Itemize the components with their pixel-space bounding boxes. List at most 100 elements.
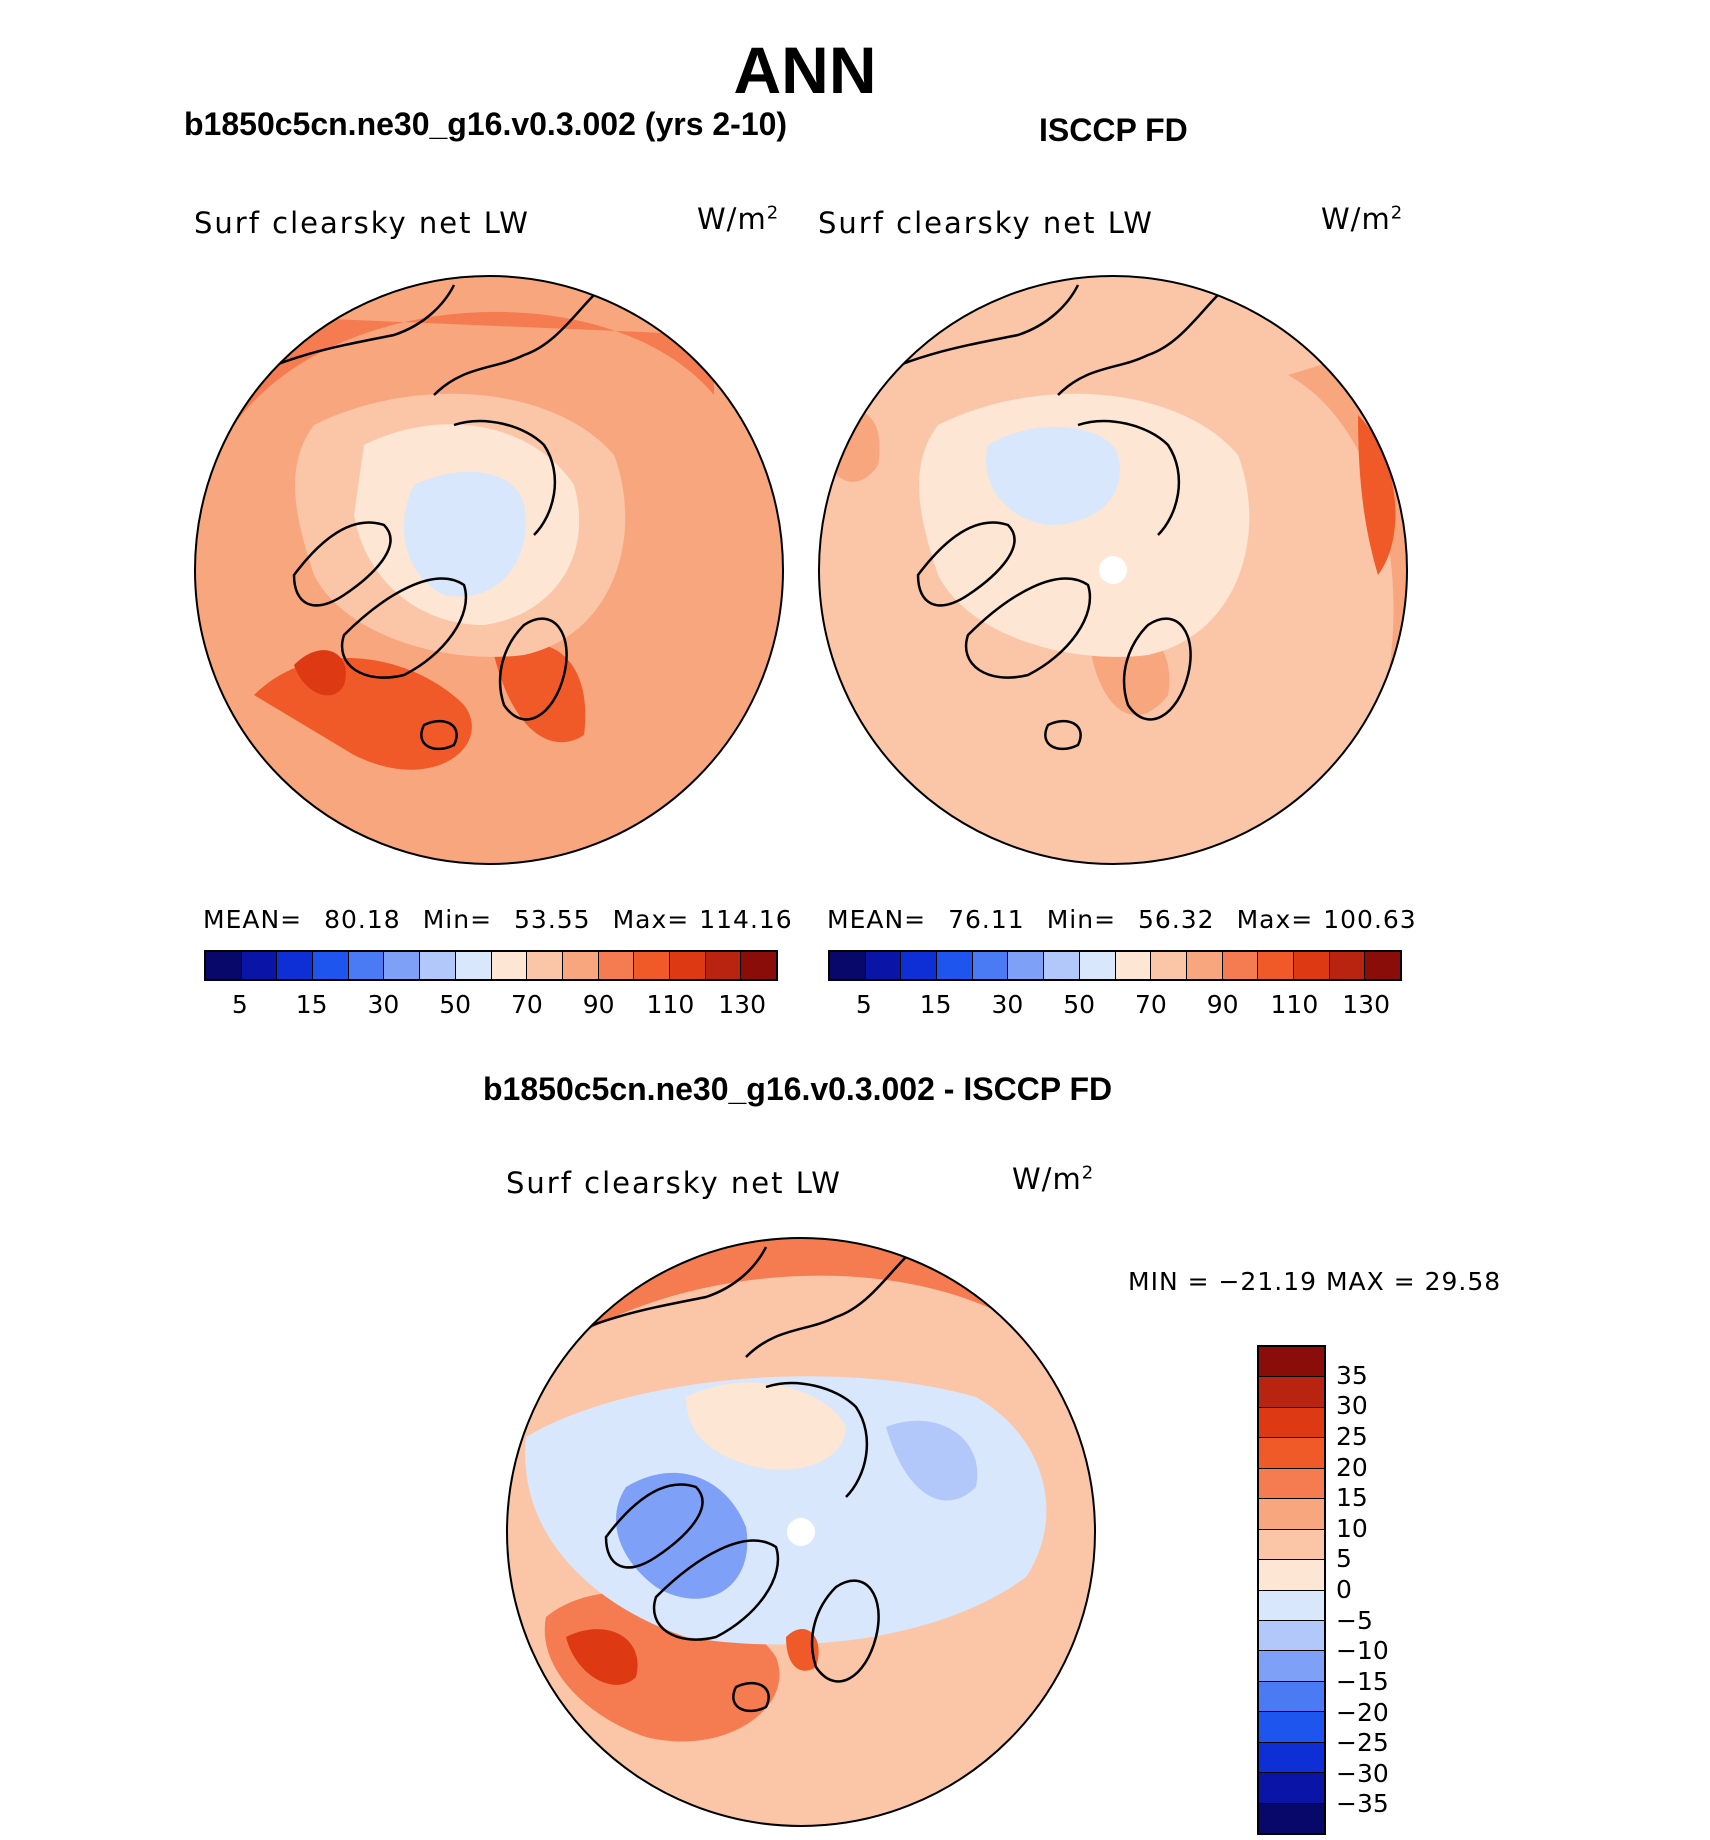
colorbar-tick-label: −20 xyxy=(1336,1697,1389,1727)
colorbar-swatch xyxy=(1259,1650,1324,1681)
colorbar-tick-label: −10 xyxy=(1336,1636,1389,1666)
colorbar-swatch xyxy=(901,952,938,979)
colorbar-swatch xyxy=(1008,952,1045,979)
colorbar-tick-label: −25 xyxy=(1336,1728,1389,1758)
diff-colorbar xyxy=(1257,1345,1326,1835)
colorbar-tick-label: 10 xyxy=(1336,1513,1368,1543)
colorbar-swatch xyxy=(865,952,902,979)
model-variable-label: Surf clearsky net LW xyxy=(194,206,530,240)
colorbar-swatch xyxy=(1186,952,1223,979)
obs-colorbar-ticks: 5 15 30 50 70 90 110 130 xyxy=(828,990,1402,1022)
diff-field-central-positive xyxy=(686,1382,846,1470)
model-colorbar xyxy=(204,950,778,981)
colorbar-swatch xyxy=(206,952,242,979)
colorbar-swatch xyxy=(1079,952,1116,979)
colorbar-tick-label: −5 xyxy=(1336,1605,1373,1635)
model-stats: MEAN= 80.18 Min= 53.55 Max= 114.16 xyxy=(203,905,793,934)
colorbar-tick-label: 15 xyxy=(1336,1483,1368,1513)
colorbar-tick-label: 110 xyxy=(1270,990,1319,1019)
diff-field-norwegian-sea xyxy=(786,1628,819,1671)
diff-field-siberia-negative xyxy=(886,1420,978,1501)
colorbar-swatch xyxy=(1259,1619,1324,1651)
colorbar-swatch xyxy=(1259,1376,1324,1407)
diff-polar-map xyxy=(506,1237,1096,1827)
colorbar-swatch xyxy=(1259,1467,1324,1499)
colorbar-tick-label: 0 xyxy=(1336,1575,1352,1604)
colorbar-swatch xyxy=(1259,1347,1324,1377)
colorbar-tick-label: 70 xyxy=(1134,990,1167,1019)
colorbar-swatch xyxy=(705,952,742,979)
colorbar-tick-label: 25 xyxy=(1336,1421,1368,1451)
obs-map-border xyxy=(818,275,1408,865)
colorbar-swatch xyxy=(1365,952,1400,979)
colorbar-swatch xyxy=(562,952,599,979)
colorbar-tick-label: 50 xyxy=(439,990,472,1019)
colorbar-swatch xyxy=(455,952,492,979)
model-field-labrador-core xyxy=(294,650,346,696)
model-map-border xyxy=(194,275,784,865)
colorbar-swatch xyxy=(1259,1528,1324,1560)
colorbar-tick-label: 30 xyxy=(367,990,400,1019)
diff-colorbar-ticks: −35 −30 −25 −20 −15 −10 −5 0 5 10 15 20 25 30 35 xyxy=(1336,1345,1436,1835)
diff-panel-title: b1850c5cn.ne30_g16.v0.3.002 - ISCCP FD xyxy=(483,1071,1113,1107)
colorbar-tick-label: 70 xyxy=(510,990,543,1019)
colorbar-swatch xyxy=(1259,1589,1324,1620)
diff-variable-label: Surf clearsky net LW xyxy=(506,1166,842,1200)
colorbar-swatch xyxy=(1222,952,1259,979)
colorbar-swatch xyxy=(1259,1772,1324,1803)
colorbar-tick-label: 30 xyxy=(991,990,1024,1019)
colorbar-tick-label: 15 xyxy=(295,990,328,1019)
diff-units-label: W/m2 xyxy=(1012,1162,1095,1196)
model-panel-title: b1850c5cn.ne30_g16.v0.3.002 (yrs 2-10) xyxy=(184,106,788,142)
obs-pole-hole xyxy=(1099,556,1127,584)
colorbar-tick-label: 110 xyxy=(646,990,695,1019)
colorbar-swatch xyxy=(669,952,706,979)
obs-panel-title: ISCCP FD xyxy=(1039,112,1188,148)
colorbar-swatch xyxy=(1258,952,1294,979)
colorbar-swatch xyxy=(277,952,314,979)
colorbar-swatch xyxy=(1329,952,1366,979)
colorbar-tick-label: 5 xyxy=(231,990,248,1019)
obs-units-label: W/m2 xyxy=(1321,202,1404,236)
colorbar-swatch xyxy=(972,952,1009,979)
colorbar-tick-label: 90 xyxy=(1206,990,1239,1019)
colorbar-swatch xyxy=(1259,1559,1324,1590)
colorbar-tick-label: 130 xyxy=(718,990,766,1019)
obs-field-east-core xyxy=(1358,415,1396,575)
obs-polar-map xyxy=(818,275,1408,865)
obs-field-central-arctic xyxy=(986,426,1120,525)
colorbar-swatch xyxy=(348,952,385,979)
colorbar-swatch xyxy=(313,952,349,979)
colorbar-swatch xyxy=(384,952,421,979)
colorbar-tick-label: 15 xyxy=(919,990,952,1019)
colorbar-swatch xyxy=(634,952,670,979)
obs-stats: MEAN= 76.11 Min= 56.32 Max= 100.63 xyxy=(827,905,1417,934)
colorbar-swatch xyxy=(241,952,278,979)
colorbar-swatch xyxy=(420,952,456,979)
colorbar-tick-label: 5 xyxy=(855,990,872,1019)
colorbar-swatch xyxy=(1259,1437,1324,1468)
colorbar-swatch xyxy=(1115,952,1152,979)
colorbar-tick-label: −35 xyxy=(1336,1789,1389,1819)
colorbar-swatch xyxy=(937,952,973,979)
colorbar-swatch xyxy=(491,952,528,979)
model-units-label: W/m2 xyxy=(697,202,780,236)
colorbar-tick-label: 130 xyxy=(1342,990,1390,1019)
diff-map-border xyxy=(506,1237,1096,1827)
colorbar-swatch xyxy=(1259,1498,1324,1529)
colorbar-swatch xyxy=(1259,1741,1324,1773)
colorbar-tick-label: 35 xyxy=(1336,1360,1368,1390)
colorbar-swatch xyxy=(1293,952,1330,979)
colorbar-swatch xyxy=(1044,952,1080,979)
colorbar-tick-label: −15 xyxy=(1336,1666,1389,1696)
colorbar-swatch xyxy=(1259,1802,1324,1833)
colorbar-swatch xyxy=(1259,1406,1324,1438)
diff-field-labrador-core xyxy=(566,1629,638,1685)
model-field-central-arctic xyxy=(404,471,526,597)
colorbar-tick-label: −30 xyxy=(1336,1758,1389,1788)
colorbar-swatch xyxy=(1259,1711,1324,1742)
colorbar-swatch xyxy=(598,952,635,979)
model-field-norwegian-sea xyxy=(494,643,586,743)
colorbar-tick-label: 30 xyxy=(1336,1391,1368,1421)
obs-colorbar xyxy=(828,950,1402,981)
